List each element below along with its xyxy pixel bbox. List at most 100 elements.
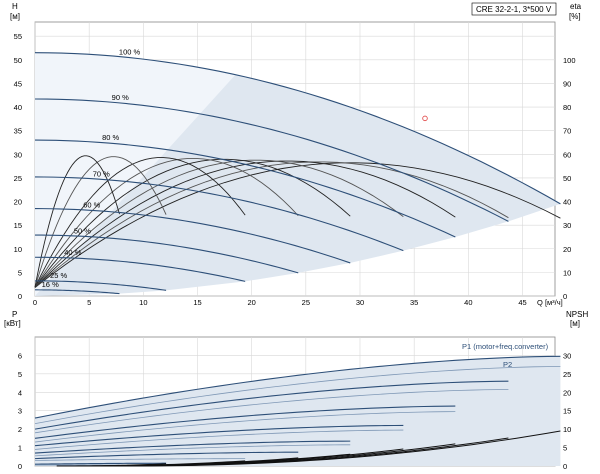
eta-curve-3	[34, 159, 404, 288]
head-label-4: 60 %	[83, 200, 100, 209]
top-y-tick-4: 20	[14, 198, 22, 207]
eta-curve-6	[34, 157, 246, 288]
top-x-tick-3: 15	[193, 298, 201, 307]
top-y-right-unit: [%]	[569, 12, 581, 21]
head-label-8: 16 %	[42, 280, 59, 289]
head-curve-3	[34, 176, 404, 252]
head-label-1: 90 %	[112, 93, 129, 102]
bottom-yr-tick-0: 0	[563, 462, 567, 471]
chart-title: CRE 32-2-1, 3*500 V	[476, 5, 552, 14]
bottom-yr-tick-1: 5	[563, 444, 567, 453]
head-label-3: 70 %	[93, 169, 110, 178]
bottom-y-tick-2: 2	[18, 425, 22, 434]
head-label-6: 40 %	[64, 248, 81, 257]
head-curve-4	[34, 208, 351, 264]
head-curve-8	[34, 289, 120, 295]
power-curve-6	[34, 424, 404, 447]
power-curve-0	[34, 355, 561, 419]
bottom-yr-tick-6: 30	[563, 351, 571, 360]
top-x-tick-6: 30	[356, 298, 364, 307]
bottom-y-right-unit: [м]	[570, 319, 580, 328]
top-yr-tick-5: 50	[563, 174, 571, 183]
top-x-tick-0: 0	[33, 298, 37, 307]
top-yr-tick-9: 90	[563, 79, 571, 88]
bottom-y-left-label: P	[12, 310, 17, 319]
head-curve-1	[34, 98, 509, 222]
top-x-tick-7: 35	[410, 298, 418, 307]
power-curve-11	[34, 458, 246, 461]
top-yr-tick-6: 60	[563, 150, 571, 159]
head-curve-5	[34, 234, 299, 274]
top-y-left-label: H	[12, 2, 18, 11]
chart-title-box	[471, 2, 557, 16]
eta-curve-7	[34, 156, 167, 288]
head-curve-7	[34, 280, 167, 291]
top-y-tick-6: 30	[14, 150, 22, 159]
head-efficiency-plot: 0 5 10 15 20 25 30 35 40 45 0 5 10 15 20 25 30 35 40 45 50 55…	[14, 21, 576, 307]
top-y-tick-2: 10	[14, 245, 22, 254]
head-curve-0	[34, 52, 561, 205]
top-yr-tick-2: 20	[563, 245, 571, 254]
top-y-tick-1: 5	[18, 268, 22, 277]
top-y-left-unit: [м]	[10, 12, 20, 21]
eta-curve-1	[34, 161, 509, 288]
marker-point	[422, 115, 428, 122]
top-x-tick-2: 10	[139, 298, 147, 307]
top-y-tick-0: 0	[18, 292, 22, 301]
power-curve-1	[34, 366, 561, 425]
power-curve-9	[34, 444, 351, 457]
bottom-y-tick-6: 6	[18, 351, 22, 360]
power-npsh-plot: 0 1 2 3 4 5 6 0 5 10 15 20 25 30 P1 (motor+freq.conver…	[18, 336, 571, 471]
power-curve-10	[34, 451, 299, 460]
top-yr-tick-0: 0	[563, 292, 567, 301]
head-curve-6	[34, 256, 246, 282]
eta-curve-4	[34, 158, 351, 288]
top-yr-tick-10: 100	[563, 56, 576, 65]
top-y-tick-5: 25	[14, 174, 22, 183]
operating-area-left	[35, 52, 236, 297]
bottom-y-tick-1: 1	[18, 444, 22, 453]
top-x-tick-4: 20	[247, 298, 255, 307]
p1-label: P1 (motor+freq.converter)	[462, 342, 549, 351]
power-curve-12	[34, 462, 167, 465]
p2-label: P2	[503, 360, 512, 369]
bottom-y-left-unit: [кВт]	[4, 319, 21, 328]
top-yr-tick-7: 70	[563, 127, 571, 136]
bottom-y-tick-5: 5	[18, 370, 22, 379]
bottom-yr-tick-4: 20	[563, 388, 571, 397]
npsh-curve-7	[56, 463, 167, 467]
top-y-tick-3: 15	[14, 221, 22, 230]
power-curve-4	[34, 405, 456, 439]
bottom-y-tick-4: 4	[18, 388, 22, 397]
head-curve-2	[34, 139, 456, 238]
top-y-tick-8: 40	[14, 103, 22, 112]
bottom-yr-tick-5: 25	[563, 370, 571, 379]
power-curve-8	[34, 440, 351, 454]
top-y-tick-11: 55	[14, 32, 22, 41]
head-label-5: 50 %	[74, 226, 91, 235]
top-x-tick-1: 5	[87, 298, 91, 307]
top-x-tick-8: 40	[464, 298, 472, 307]
bottom-y-tick-3: 3	[18, 407, 22, 416]
top-y-tick-9: 45	[14, 79, 22, 88]
top-x-tick-9: 45	[518, 298, 526, 307]
top-x-label-name: Q	[537, 298, 543, 307]
head-label-2: 80 %	[102, 133, 119, 142]
top-yr-tick-4: 40	[563, 198, 571, 207]
top-yr-tick-8: 80	[563, 103, 571, 112]
eta-curve-0	[34, 162, 561, 288]
top-x-label-unit: [м³/ч]	[545, 298, 563, 307]
power-curve-5	[34, 411, 456, 443]
top-yr-tick-1: 10	[563, 268, 571, 277]
top-y-tick-10: 50	[14, 56, 22, 65]
power-curve-3	[34, 389, 509, 434]
eta-curve-8	[34, 155, 120, 288]
top-yr-tick-3: 30	[563, 221, 571, 230]
bottom-y-right-label: NPSH	[566, 310, 588, 319]
top-y-tick-7: 35	[14, 127, 22, 136]
top-x-tick-5: 25	[302, 298, 310, 307]
eta-curve-5	[34, 157, 299, 288]
head-label-0: 100 %	[119, 48, 141, 57]
head-label-7: 25 %	[50, 271, 67, 280]
